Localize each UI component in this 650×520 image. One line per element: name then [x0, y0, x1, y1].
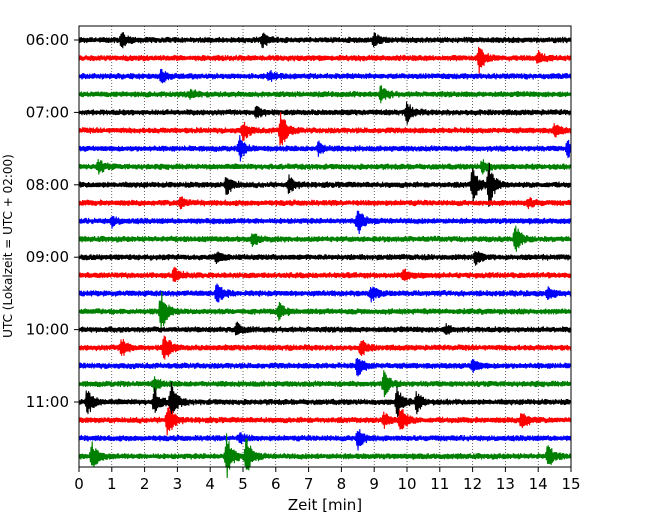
y-axis-label: UTC (Lokalzeit = UTC + 02:00): [1, 154, 15, 338]
trace-0815: [78, 196, 571, 210]
x-tick-label-3: 3: [173, 475, 183, 493]
x-tick-label-8: 8: [337, 475, 347, 493]
x-axis-ticks: 0 1 2 3 4 5 6 7 8 9 10 11 12 13 14 15: [74, 467, 581, 493]
trace-0900: [78, 251, 571, 266]
x-tick-label-13: 13: [496, 475, 515, 493]
trace-1130: [78, 428, 571, 451]
trace-0745: [78, 159, 571, 175]
x-tick-label-15: 15: [561, 475, 580, 493]
x-tick-label-2: 2: [140, 475, 150, 493]
seismic-traces: [78, 32, 571, 479]
x-tick-label-6: 6: [271, 475, 281, 493]
trace-0630: [78, 68, 571, 84]
y-tick-label-0700: 07:00: [26, 103, 69, 121]
trace-0945: [78, 291, 571, 333]
trace-1115: [78, 406, 571, 436]
trace-1145: [78, 433, 571, 479]
trace-0715: [78, 112, 571, 146]
x-tick-label-14: 14: [529, 475, 548, 493]
x-tick-label-0: 0: [74, 475, 84, 493]
y-tick-label-0600: 06:00: [26, 31, 69, 49]
trace-0830: [78, 210, 571, 235]
y-tick-label-0800: 08:00: [26, 176, 69, 194]
plot-frame: [78, 25, 572, 468]
trace-0600: [78, 32, 571, 49]
x-tick-label-10: 10: [397, 475, 416, 493]
x-axis-label: Zeit [min]: [288, 496, 362, 514]
trace-1030: [78, 357, 571, 377]
trace-0615: [78, 46, 571, 74]
x-tick-label-1: 1: [107, 475, 117, 493]
trace-1000: [78, 321, 571, 336]
trace-1045: [78, 370, 571, 398]
trace-0845: [78, 225, 571, 252]
trace-0930: [78, 283, 571, 303]
y-axis-ticks: 06:00 07:00 08:00 09:00 10:00 11:00: [26, 31, 79, 411]
trace-0700: [78, 101, 571, 125]
y-tick-label-0900: 09:00: [26, 248, 69, 266]
x-tick-label-4: 4: [205, 475, 215, 493]
x-tick-label-12: 12: [463, 475, 482, 493]
trace-1015: [78, 335, 571, 360]
trace-0645: [78, 85, 571, 104]
trace-1100: [78, 381, 571, 418]
x-tick-label-7: 7: [304, 475, 314, 493]
y-tick-label-1100: 11:00: [26, 393, 69, 411]
trace-0730: [78, 135, 571, 162]
x-tick-label-11: 11: [430, 475, 449, 493]
x-tick-label-9: 9: [369, 475, 379, 493]
y-tick-label-1000: 10:00: [26, 321, 69, 339]
trace-0800: [78, 162, 571, 208]
x-tick-label-5: 5: [238, 475, 248, 493]
trace-0915: [78, 266, 571, 282]
